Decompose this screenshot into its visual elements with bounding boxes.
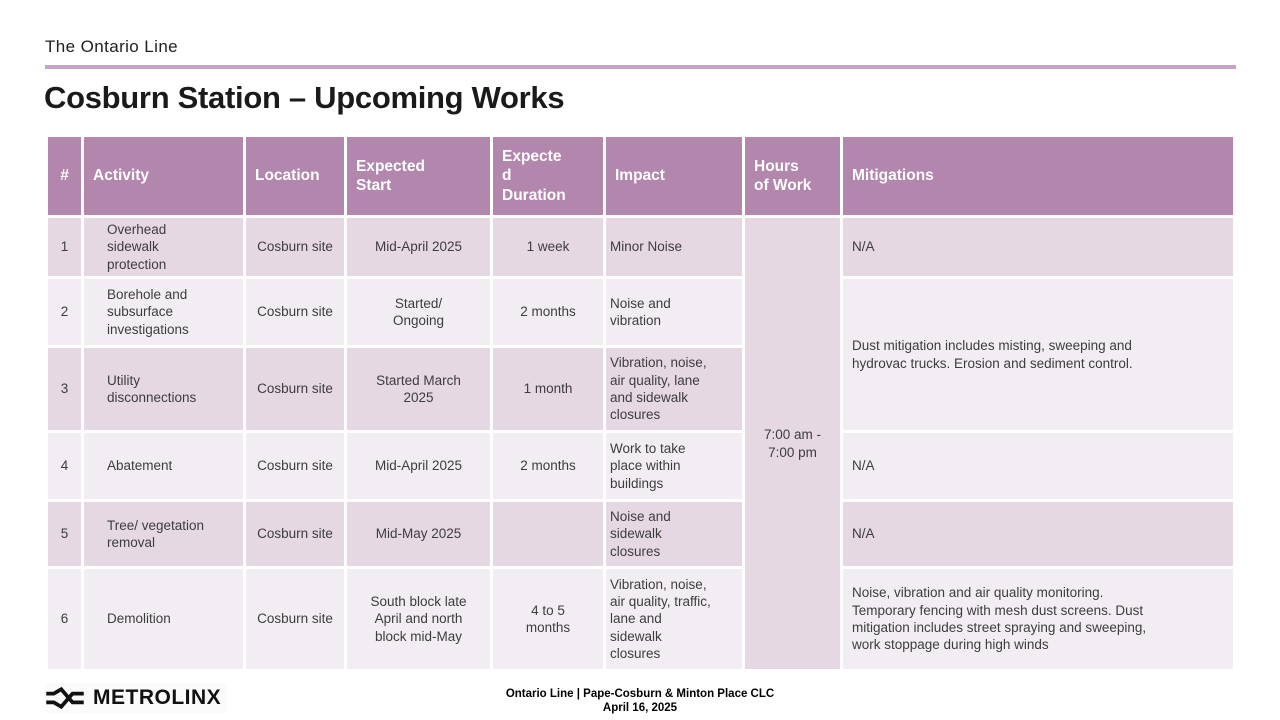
cell-activity: Borehole and subsurface investigations (84, 279, 243, 345)
cell-expected-start: Mid-May 2025 (347, 502, 490, 566)
cell-expected-start: South block late April and north block m… (347, 569, 490, 669)
cell-location: Cosburn site (246, 218, 344, 276)
cell-location: Cosburn site (246, 569, 344, 669)
footer-caption-line1: Ontario Line | Pape-Cosburn & Minton Pla… (505, 688, 775, 700)
col-header-mitigations: Mitigations (843, 137, 1233, 215)
cell-activity: Demolition (84, 569, 243, 669)
cell-expected-duration: 2 months (493, 433, 603, 499)
cell-number: 3 (48, 348, 81, 430)
cell-number: 6 (48, 569, 81, 669)
cell-expected-duration: 2 months (493, 279, 603, 345)
table-header-row: # Activity Location Expected Start Expec… (48, 137, 1233, 215)
cell-mitigations: N/A (843, 502, 1233, 566)
table-row: 4 Abatement Cosburn site Mid-April 2025 … (48, 433, 1233, 499)
cell-impact: Noise and sidewalk closures (606, 502, 742, 566)
cell-expected-start: Started/ Ongoing (347, 279, 490, 345)
col-header-expected-duration: Expecte d Duration (493, 137, 603, 215)
cell-impact: Minor Noise (606, 218, 742, 276)
cell-expected-start: Started March 2025 (347, 348, 490, 430)
cell-expected-duration: 1 week (493, 218, 603, 276)
cell-location: Cosburn site (246, 348, 344, 430)
cell-impact: Work to take place within buildings (606, 433, 742, 499)
col-header-activity: Activity (84, 137, 243, 215)
col-header-impact: Impact (606, 137, 742, 215)
cell-activity: Abatement (84, 433, 243, 499)
cell-impact: Noise and vibration (606, 279, 742, 345)
cell-expected-duration: 4 to 5 months (493, 569, 603, 669)
cell-expected-duration (493, 502, 603, 566)
upcoming-works-table: # Activity Location Expected Start Expec… (45, 134, 1236, 672)
cell-activity: Overhead sidewalk protection (84, 218, 243, 276)
col-header-expected-start: Expected Start (347, 137, 490, 215)
cell-hours-of-work-merged: 7:00 am - 7:00 pm (745, 218, 840, 669)
footer-caption: Ontario Line | Pape-Cosburn & Minton Pla… (0, 688, 1280, 715)
table-row: 1 Overhead sidewalk protection Cosburn s… (48, 218, 1233, 669)
metrolinx-logo: METROLINX (45, 683, 228, 713)
table-row: 2 Borehole and subsurface investigations… (48, 279, 1233, 430)
cell-impact: Vibration, noise, air quality, lane and … (606, 348, 742, 430)
cell-location: Cosburn site (246, 279, 344, 345)
cell-activity: Utility disconnections (84, 348, 243, 430)
metrolinx-wordmark: METROLINX (93, 686, 222, 709)
cell-expected-duration: 1 month (493, 348, 603, 430)
cell-mitigations: N/A (843, 433, 1233, 499)
cell-number: 4 (48, 433, 81, 499)
col-header-hours-of-work: Hours of Work (745, 137, 840, 215)
cell-mitigations: Noise, vibration and air quality monitor… (843, 569, 1233, 669)
cell-activity: Tree/ vegetation removal (84, 502, 243, 566)
cell-number: 2 (48, 279, 81, 345)
cell-expected-start: Mid-April 2025 (347, 218, 490, 276)
footer-caption-line2: April 16, 2025 (602, 701, 678, 714)
eyebrow-label: The Ontario Line (45, 37, 179, 56)
metrolinx-logo-icon (46, 687, 84, 709)
table-row: 6 Demolition Cosburn site South block la… (48, 569, 1233, 669)
cell-number: 5 (48, 502, 81, 566)
cell-mitigations-merged: Dust mitigation includes misting, sweepi… (843, 279, 1233, 430)
table-row: 5 Tree/ vegetation removal Cosburn site … (48, 502, 1233, 566)
col-header-location: Location (246, 137, 344, 215)
cell-location: Cosburn site (246, 433, 344, 499)
cell-location: Cosburn site (246, 502, 344, 566)
cell-number: 1 (48, 218, 81, 276)
cell-impact: Vibration, noise, air quality, traffic, … (606, 569, 742, 669)
accent-divider (45, 65, 1236, 69)
page-title: Cosburn Station – Upcoming Works (44, 80, 565, 115)
cell-expected-start: Mid-April 2025 (347, 433, 490, 499)
table-row: 3 Utility disconnections Cosburn site St… (48, 348, 1233, 430)
col-header-number: # (48, 137, 81, 215)
cell-mitigations: N/A (843, 218, 1233, 276)
